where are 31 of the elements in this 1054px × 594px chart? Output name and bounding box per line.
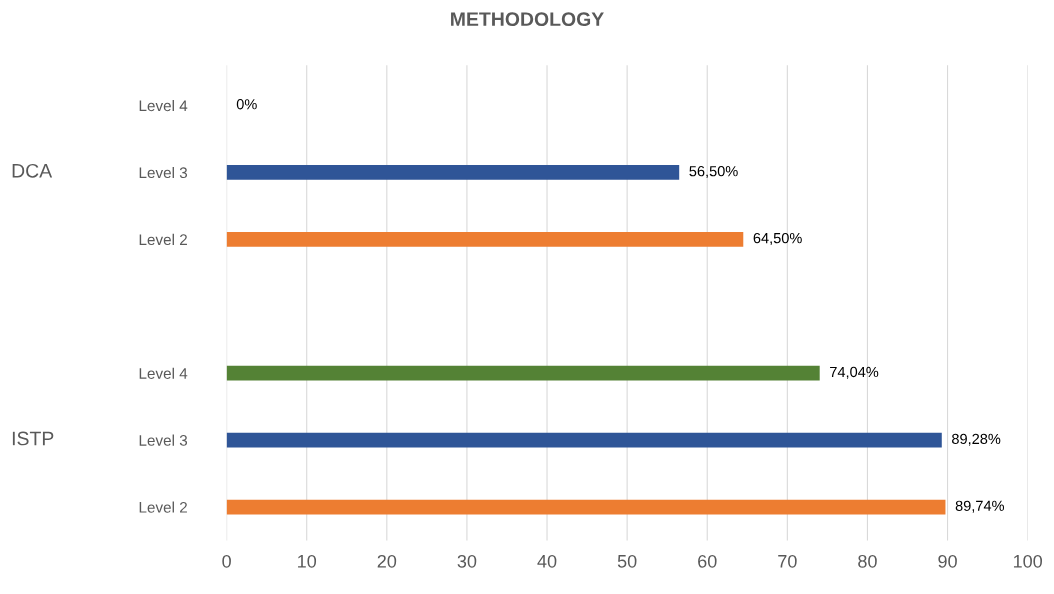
x-tick-label: 80 xyxy=(858,554,877,568)
x-tick-label: 90 xyxy=(938,554,957,568)
bar xyxy=(226,365,820,381)
bar xyxy=(226,499,946,515)
y-tick-label: Level 2 xyxy=(139,233,187,246)
x-tick-label: 20 xyxy=(377,554,397,568)
data-label: 89,28% xyxy=(952,433,1001,446)
data-label: 56,50% xyxy=(689,166,738,179)
data-label: 0% xyxy=(236,99,257,110)
text: ISTP xyxy=(12,431,54,446)
data-label: 64,50% xyxy=(753,232,802,245)
y-tick-label: Level 3 xyxy=(139,434,188,446)
data-label: 74,04% xyxy=(830,366,879,379)
y-tick-label: Level 3 xyxy=(139,166,188,179)
x-tick-label: 100 xyxy=(1013,554,1043,568)
data-label: 89,74% xyxy=(955,500,1005,513)
x-tick-label: 50 xyxy=(617,554,637,568)
text: DCA xyxy=(12,163,53,178)
chart-title: METHODOLOGY xyxy=(451,12,604,27)
bar xyxy=(226,231,744,247)
y-tick-label: Level 2 xyxy=(139,501,187,513)
x-tick-label: 0 xyxy=(222,554,231,568)
x-tick-label: 70 xyxy=(778,554,797,568)
bar xyxy=(226,165,680,180)
x-tick-label: 30 xyxy=(457,554,477,568)
y-tick-label: Level 4 xyxy=(139,367,188,379)
x-tick-label: 10 xyxy=(298,554,317,568)
bar xyxy=(226,432,942,448)
x-tick-label: 60 xyxy=(698,554,717,568)
x-tick-label: 40 xyxy=(537,554,557,568)
y-tick-label: Level 4 xyxy=(139,99,188,112)
